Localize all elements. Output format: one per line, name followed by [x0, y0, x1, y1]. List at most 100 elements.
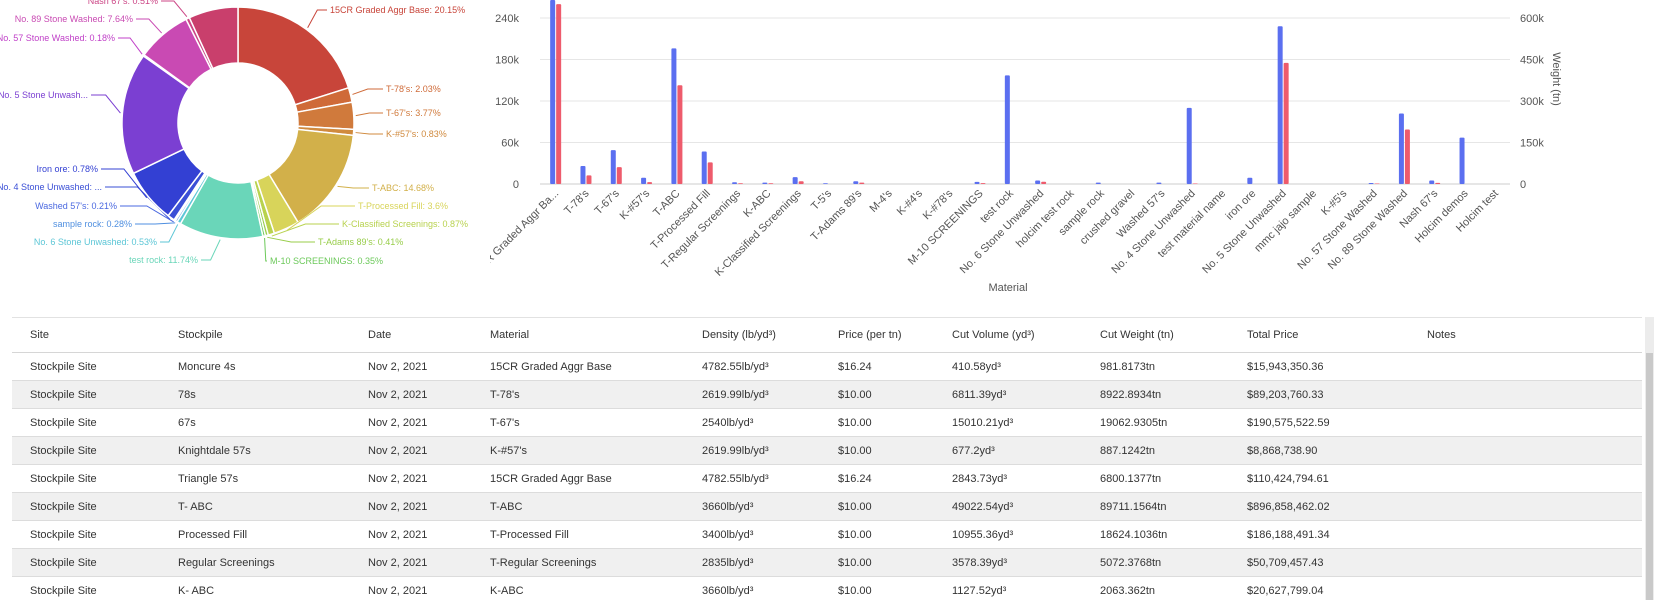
bar-volume[interactable] [671, 48, 677, 184]
charts-area: 15CR Graded Aggr Base: 20.15% T-78's: 2.0… [0, 0, 1562, 294]
cell-material: T-ABC [472, 492, 684, 521]
bar-weight[interactable] [707, 162, 713, 184]
bar-volume[interactable] [1398, 113, 1404, 184]
bar-volume[interactable] [1429, 180, 1435, 184]
y2-tick-label: 150k [1520, 138, 1544, 150]
bar-weight[interactable] [677, 85, 683, 184]
cell-stockpile: Regular Screenings [160, 548, 350, 577]
cell-density: 2540lb/yd³ [684, 408, 820, 437]
bar-weight[interactable] [1041, 181, 1047, 184]
table-row[interactable]: Stockpile Site Knightdale 57s Nov 2, 2021 K… [12, 436, 1642, 465]
bar-volume[interactable] [641, 177, 647, 184]
donut-leader-line [91, 94, 121, 114]
table-row[interactable]: Stockpile Site Triangle 57s Nov 2, 2021 15C… [12, 464, 1642, 493]
cell-cut-volume: 3578.39yd³ [934, 548, 1082, 577]
table-row[interactable]: Stockpile Site 78s Nov 2, 2021 T-78's 2619.9… [12, 380, 1642, 409]
bar-volume[interactable] [762, 182, 768, 184]
header-notes[interactable]: Notes [1409, 317, 1642, 353]
donut-label: No. 4 Stone Unwashed: ... [0, 182, 102, 192]
header-price[interactable]: Price (per tn) [820, 317, 934, 353]
header-date[interactable]: Date [350, 317, 472, 353]
bar-volume[interactable] [1247, 177, 1253, 184]
cell-density: 3660lb/yd³ [684, 492, 820, 521]
bar-weight[interactable] [647, 182, 653, 184]
bar-weight[interactable] [798, 181, 804, 184]
bar-volume[interactable] [1368, 182, 1374, 184]
donut-slice[interactable] [188, 6, 239, 70]
table-row[interactable]: Stockpile Site Processed Fill Nov 2, 2021 T… [12, 520, 1642, 549]
cell-density: 3400lb/yd³ [684, 520, 820, 549]
bar-weight[interactable] [1192, 183, 1198, 184]
cell-site: Stockpile Site [12, 548, 160, 577]
bar-weight[interactable] [980, 183, 986, 184]
bar-weight[interactable] [1283, 62, 1289, 184]
table-scrollbar[interactable] [1645, 317, 1654, 600]
bar-volume[interactable] [853, 181, 859, 184]
y2-tick-label: 0 [1520, 179, 1526, 191]
cell-material: T-67's [472, 408, 684, 437]
cell-price: $10.00 [820, 380, 934, 409]
cell-material: 15CR Graded Aggr Base [472, 352, 684, 381]
cell-density: 2835lb/yd³ [684, 548, 820, 577]
bar-weight[interactable] [859, 182, 865, 184]
header-total-price[interactable]: Total Price [1229, 317, 1409, 353]
bar-volume[interactable] [1095, 182, 1101, 184]
cell-notes [1409, 408, 1642, 437]
bar-volume[interactable] [732, 182, 738, 184]
table-row[interactable]: Stockpile Site 67s Nov 2, 2021 T-67's 2540lb… [12, 408, 1642, 437]
bar-volume[interactable] [610, 150, 616, 184]
header-site[interactable]: Site [12, 317, 160, 353]
bar-volume[interactable] [1004, 75, 1010, 184]
x-tick-label: M-4's [867, 187, 895, 215]
cell-cut-weight: 887.1242tn [1082, 436, 1229, 465]
header-cut-volume[interactable]: Cut Volume (yd³) [934, 317, 1082, 353]
scrollbar-thumb[interactable] [1646, 353, 1653, 600]
donut-leader-line [337, 185, 369, 189]
header-material[interactable]: Material [472, 317, 684, 353]
donut-slice[interactable] [237, 6, 350, 106]
bar-volume[interactable] [701, 151, 707, 184]
bar-weight[interactable] [1404, 129, 1410, 184]
bar-volume[interactable] [1459, 137, 1465, 184]
header-density[interactable]: Density (lb/yd³) [684, 317, 820, 353]
volume-weight-bar-chart: 0 0 60k 150k 120k 300k 180k 450k 240k 600k 15CR Gr… [490, 0, 1562, 294]
cell-date: Nov 2, 2021 [350, 548, 472, 577]
material-donut-chart: 15CR Graded Aggr Base: 20.15% T-78's: 2.0… [0, 0, 468, 266]
bar-weight[interactable] [586, 175, 592, 184]
table-row[interactable]: Stockpile Site T- ABC Nov 2, 2021 T-ABC 3660… [12, 492, 1642, 521]
y2-tick-label: 450k [1520, 55, 1544, 67]
x-tick-label: K-#57's [618, 187, 653, 222]
cell-total-price: $20,627,799.04 [1229, 576, 1409, 600]
bar-weight[interactable] [616, 167, 622, 184]
bar-volume[interactable] [792, 177, 798, 184]
bar-volume[interactable] [1035, 180, 1041, 184]
bar-weight[interactable] [1374, 183, 1380, 184]
donut-label: T-Processed Fill: 3.6% [358, 201, 448, 211]
bar-weight[interactable] [738, 183, 744, 184]
x-tick-label: Holcim demos [1413, 187, 1471, 245]
table-row[interactable]: Stockpile Site Regular Screenings Nov 2, 2… [12, 548, 1642, 577]
cell-date: Nov 2, 2021 [350, 408, 472, 437]
cell-stockpile: K- ABC [160, 576, 350, 600]
cell-material: K-ABC [472, 576, 684, 600]
table-row[interactable]: Stockpile Site Moncure 4s Nov 2, 2021 15CR … [12, 352, 1642, 381]
bar-weight[interactable] [768, 183, 774, 184]
bar-volume[interactable] [1156, 182, 1162, 184]
bar-volume[interactable] [550, 0, 556, 184]
bar-weight[interactable] [556, 4, 562, 184]
donut-label: K-#57's: 0.83% [386, 129, 447, 139]
cell-site: Stockpile Site [12, 408, 160, 437]
cell-cut-volume: 2843.73yd³ [934, 464, 1082, 493]
bar-volume[interactable] [580, 166, 586, 184]
x-tick-label: T-5's [809, 187, 834, 212]
bar-volume[interactable] [822, 183, 828, 184]
header-cut-weight[interactable]: Cut Weight (tn) [1082, 317, 1229, 353]
donut-leader-line [307, 9, 327, 28]
cell-date: Nov 2, 2021 [350, 380, 472, 409]
bar-volume[interactable] [1186, 107, 1192, 184]
table-row[interactable]: Stockpile Site K- ABC Nov 2, 2021 K-ABC 3660… [12, 576, 1642, 600]
bar-volume[interactable] [1277, 26, 1283, 184]
header-stockpile[interactable]: Stockpile [160, 317, 350, 353]
bar-volume[interactable] [974, 181, 980, 184]
bar-weight[interactable] [1435, 182, 1441, 184]
